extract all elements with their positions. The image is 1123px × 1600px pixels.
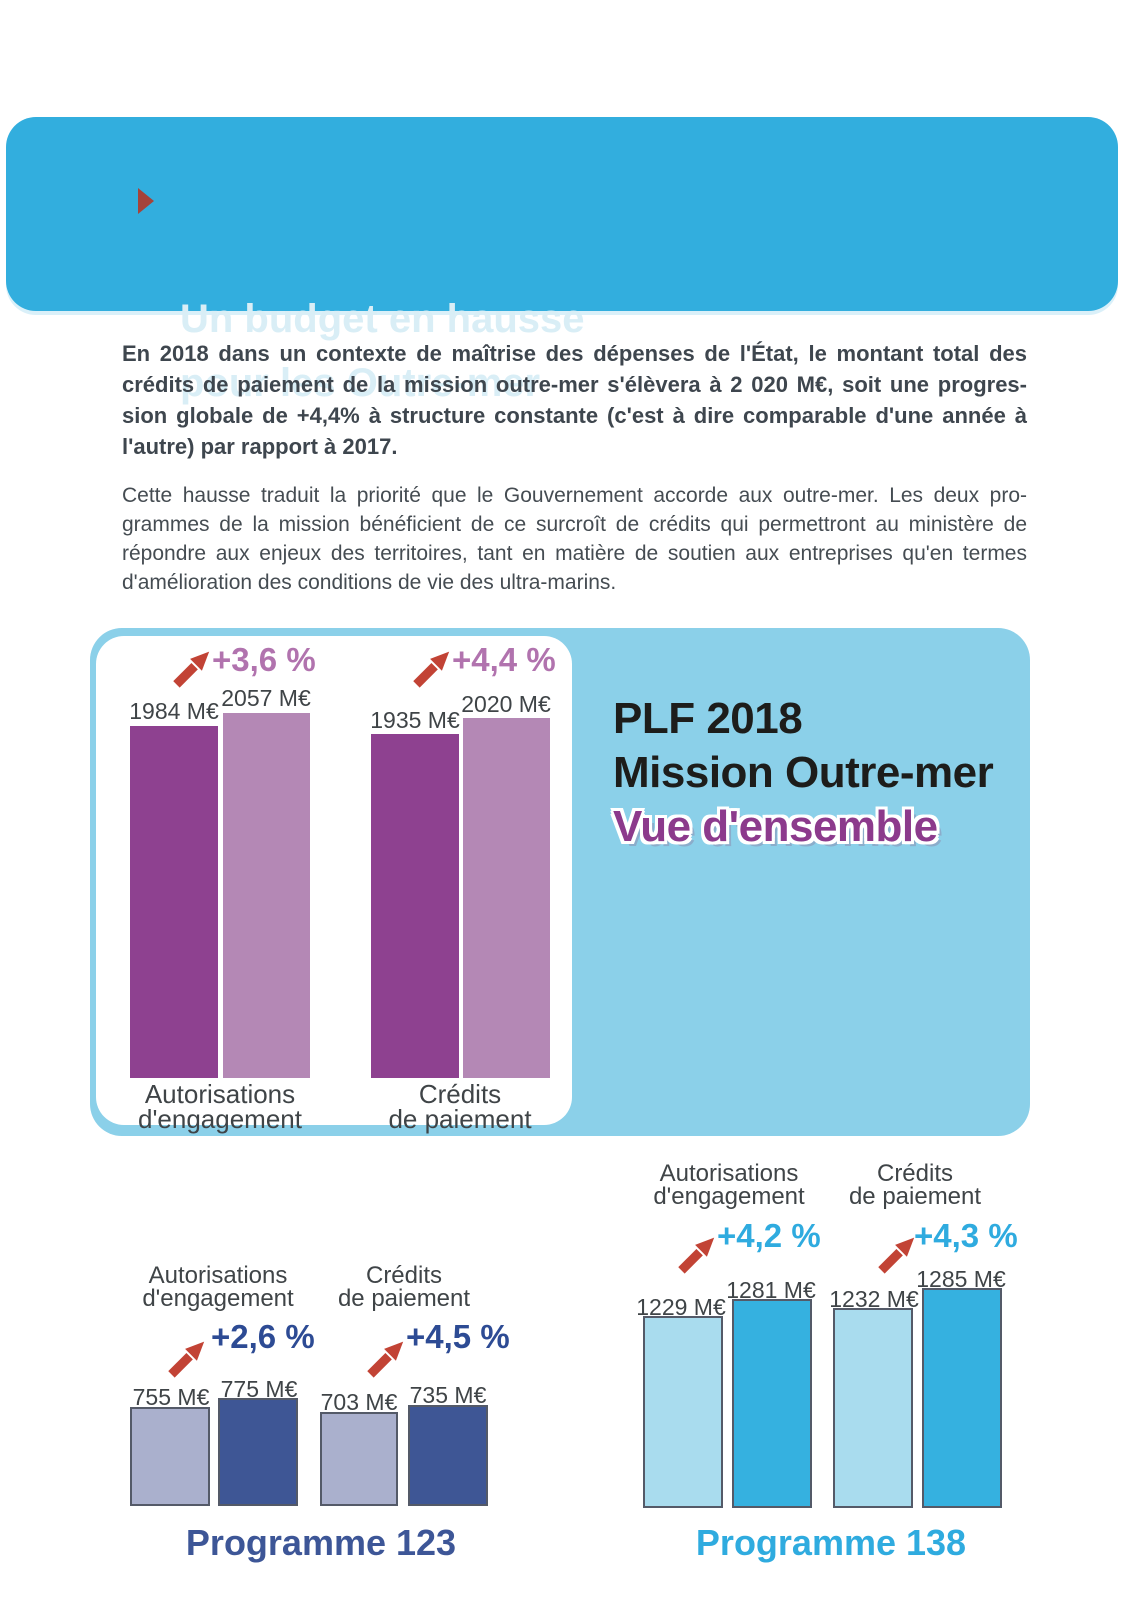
intro-line: Cette hausse traduit la priorité que le … — [122, 484, 1027, 507]
p123-cp-2017-value: 703 M€ — [320, 1389, 398, 1415]
p138-cp-label-line2: de paiement — [848, 1183, 982, 1210]
p138-cp-2018-bar — [922, 1288, 1002, 1508]
intro-line: grammes de la mission bénéficient de ce … — [122, 513, 1027, 536]
p123-cp-2017-bar — [320, 1412, 398, 1506]
p138-ae-label: Autorisations d'engagement — [619, 1160, 839, 1210]
p123-cp-delta: +4,5 % — [406, 1318, 510, 1355]
p123-ae-label-line2: d'engagement — [142, 1285, 294, 1312]
overview-cp-delta: +4,4 % — [452, 641, 556, 678]
p123-ae-2018-value: 775 M€ — [220, 1376, 298, 1402]
chevron-right-icon — [138, 188, 154, 214]
page-title-line2: pour les Outre-mer — [180, 361, 541, 405]
p138-cp-delta: +4,3 % — [914, 1217, 1018, 1254]
growth-arrow-icon — [171, 648, 211, 688]
p138-ae-2017-value: 1229 M€ — [636, 1294, 726, 1320]
p138-ae-2018-bar — [732, 1299, 812, 1508]
overview-title-mission: Mission Outre-mer — [613, 748, 994, 797]
p123-cp-2018-value: 735 M€ — [409, 1382, 487, 1408]
overview-cp-2018-bar — [463, 718, 550, 1078]
growth-arrow-icon — [676, 1234, 716, 1274]
overview-title-vue: Vue d'ensemble — [613, 802, 938, 851]
p138-ae-delta: +4,2 % — [717, 1217, 821, 1254]
overview-cp-label: Crédits de paiement — [350, 1079, 570, 1134]
p123-ae-label-line1: Autorisations — [148, 1262, 288, 1289]
page-title-line1: Un budget en hausse — [180, 297, 585, 341]
intro-bold-line: crédits de paiement de la mission outre-… — [122, 372, 1027, 397]
intro-bold-line: l'autre) par rapport à 2017. — [122, 434, 398, 459]
p138-cp-2017-bar — [833, 1308, 913, 1508]
intro-line: d'amélioration des conditions de vie des… — [122, 571, 617, 594]
overview-cp-2018-value: 2020 M€ — [461, 691, 551, 717]
intro-bold-line: En 2018 dans un contexte de maîtrise des… — [122, 341, 1027, 366]
p138-cp-2017-value: 1232 M€ — [829, 1286, 919, 1312]
growth-arrow-icon — [166, 1338, 206, 1378]
overview-cp-2017-value: 1935 M€ — [370, 707, 460, 733]
page-title: Un budget en hausse pour les Outre-mer — [180, 287, 585, 415]
p138-ae-2017-bar — [643, 1316, 723, 1508]
p123-cp-label: Crédits de paiement — [294, 1262, 514, 1312]
overview-ae-2017-bar — [130, 726, 218, 1078]
overview-cp-label-line1: Crédits — [418, 1079, 502, 1109]
p123-ae-2018-bar — [218, 1398, 298, 1506]
growth-arrow-icon — [411, 648, 451, 688]
intro-paragraph-bold: En 2018 dans un contexte de maîtrise des… — [122, 338, 1027, 462]
growth-arrow-icon — [365, 1338, 405, 1378]
overview-cp-label-line2: de paiement — [388, 1104, 532, 1134]
p123-cp-2018-bar — [408, 1405, 488, 1506]
p138-ae-label-line2: d'engagement — [653, 1183, 805, 1210]
p138-cp-label-line1: Crédits — [876, 1160, 954, 1187]
overview-ae-label-line2: d'engagement — [138, 1104, 302, 1134]
overview-ae-delta: +3,6 % — [212, 641, 316, 678]
overview-ae-2018-value: 2057 M€ — [221, 685, 311, 711]
p138-title: Programme 138 — [695, 1522, 967, 1563]
intro-line: répondre aux enjeux des territoires, tan… — [122, 542, 1027, 565]
p138-cp-2018-value: 1285 M€ — [916, 1266, 1006, 1292]
p123-ae-2017-value: 755 M€ — [132, 1384, 210, 1410]
overview-ae-label-line1: Autorisations — [144, 1079, 296, 1109]
p123-ae-2017-bar — [130, 1407, 210, 1506]
p123-cp-label-line2: de paiement — [337, 1285, 471, 1312]
intro-bold-line: sion globale de +4,4% à structure consta… — [122, 403, 1027, 428]
overview-ae-label: Autorisations d'engagement — [110, 1079, 330, 1134]
p138-ae-2018-value: 1281 M€ — [726, 1277, 816, 1303]
intro-paragraph: Cette hausse traduit la priorité que le … — [122, 481, 1027, 597]
overview-cp-2017-bar — [371, 734, 459, 1078]
p138-ae-label-line1: Autorisations — [659, 1160, 799, 1187]
p123-cp-label-line1: Crédits — [365, 1262, 443, 1289]
overview-title-plf: PLF 2018 — [613, 694, 803, 743]
header-banner: Un budget en hausse pour les Outre-mer — [6, 117, 1118, 405]
overview-ae-2018-bar — [223, 713, 310, 1078]
p123-title: Programme 123 — [185, 1522, 457, 1563]
p138-cp-label: Crédits de paiement — [805, 1160, 1025, 1210]
overview-ae-2017-value: 1984 M€ — [129, 698, 219, 724]
p123-ae-label: Autorisations d'engagement — [108, 1262, 328, 1312]
p123-ae-delta: +2,6 % — [211, 1318, 315, 1355]
